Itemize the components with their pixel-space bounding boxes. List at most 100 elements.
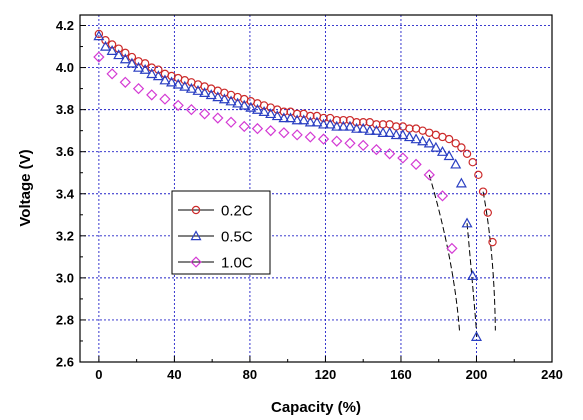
data-point (159, 93, 171, 105)
data-point (119, 76, 131, 88)
data-point (318, 118, 330, 129)
data-point (291, 114, 303, 125)
data-point (430, 141, 442, 152)
data-point (331, 120, 343, 131)
data-point (488, 237, 497, 247)
data-point (331, 135, 343, 147)
data-point (127, 52, 137, 62)
data-point (265, 108, 277, 119)
data-point (166, 76, 178, 87)
data-point (444, 134, 454, 144)
data-point (443, 150, 455, 161)
data-point (133, 61, 145, 72)
data-point (113, 49, 125, 60)
data-point (192, 84, 204, 95)
x-tick-label: 40 (167, 367, 181, 382)
x-axis-title: Capacity (%) (271, 399, 361, 416)
legend: 0.2C 0.5C 1.0C (171, 190, 271, 275)
plot-frame (79, 14, 553, 363)
data-point (278, 112, 290, 123)
data-point (172, 99, 184, 112)
y-tick-label: 4.2 (56, 18, 74, 33)
y-tick-label: 3.6 (56, 144, 74, 159)
legend-label: 1.0C (221, 255, 253, 272)
data-point (383, 148, 396, 160)
x-tick-label: 80 (243, 367, 257, 382)
y-tick-label: 3.4 (56, 186, 75, 201)
data-point (337, 120, 349, 131)
tick-labels: 0 40 80 120 160 200 240 2.6 2.8 3.0 3.2 3.4 3.6 3.8 4.… (56, 18, 563, 382)
data-point (450, 158, 462, 169)
data-point (172, 78, 184, 89)
legend-marker (190, 256, 202, 268)
data-point (298, 114, 310, 125)
data-point (403, 131, 415, 142)
data-point (114, 44, 123, 53)
data-point (397, 152, 409, 164)
y-tick-label: 2.6 (56, 355, 74, 370)
data-point (304, 116, 316, 127)
x-tick-label: 240 (541, 367, 563, 382)
data-point (225, 116, 237, 128)
series-1_0C (93, 51, 458, 255)
data-point (397, 129, 409, 140)
data-point (423, 137, 435, 148)
tail-curve (466, 223, 478, 339)
data-point (199, 87, 211, 98)
data-point (185, 82, 197, 93)
data-point (99, 40, 112, 51)
data-point (410, 158, 422, 170)
data-point (265, 125, 277, 137)
x-tick-label: 120 (315, 367, 337, 382)
data-point (357, 122, 369, 133)
data-point (154, 65, 163, 74)
data-point (284, 112, 297, 123)
data-point (152, 70, 164, 81)
data-point (324, 118, 336, 129)
data-point (377, 127, 389, 137)
data-point (179, 80, 191, 91)
data-point (451, 139, 460, 148)
x-tick-label: 200 (466, 367, 488, 382)
data-point (132, 82, 145, 95)
tail-curve (428, 174, 460, 331)
data-point (238, 99, 250, 110)
data-point (232, 97, 244, 108)
data-point (351, 122, 363, 133)
data-point (218, 93, 230, 104)
legend-label: 0.2C (221, 203, 253, 220)
series-0_2C (94, 29, 497, 247)
data-point (121, 48, 130, 58)
data-point (468, 158, 477, 167)
data-point (140, 59, 150, 68)
data-point (185, 103, 198, 116)
data-point (304, 131, 316, 143)
data-point (251, 122, 264, 135)
data-point (139, 63, 151, 74)
data-point (410, 133, 422, 144)
data-point (436, 190, 449, 202)
data-point (483, 208, 493, 217)
data-point (212, 91, 224, 102)
data-point (446, 242, 458, 255)
data-point (106, 45, 118, 55)
data-point (146, 68, 158, 79)
data-point (462, 149, 472, 158)
data-point (461, 217, 473, 228)
data-point (251, 103, 263, 114)
data-point (238, 120, 250, 133)
data-point (126, 57, 138, 68)
data-point (357, 139, 369, 152)
y-tick-label: 2.8 (56, 312, 74, 327)
x-tick-label: 0 (95, 367, 102, 382)
data-point (93, 30, 105, 41)
data-markers (93, 29, 497, 341)
y-tick-label: 3.2 (56, 228, 74, 243)
data-point (390, 129, 402, 140)
legend-marker (191, 205, 201, 215)
data-point (364, 124, 376, 135)
data-point (417, 135, 429, 146)
data-point (344, 120, 356, 131)
tail-curve (482, 191, 496, 331)
